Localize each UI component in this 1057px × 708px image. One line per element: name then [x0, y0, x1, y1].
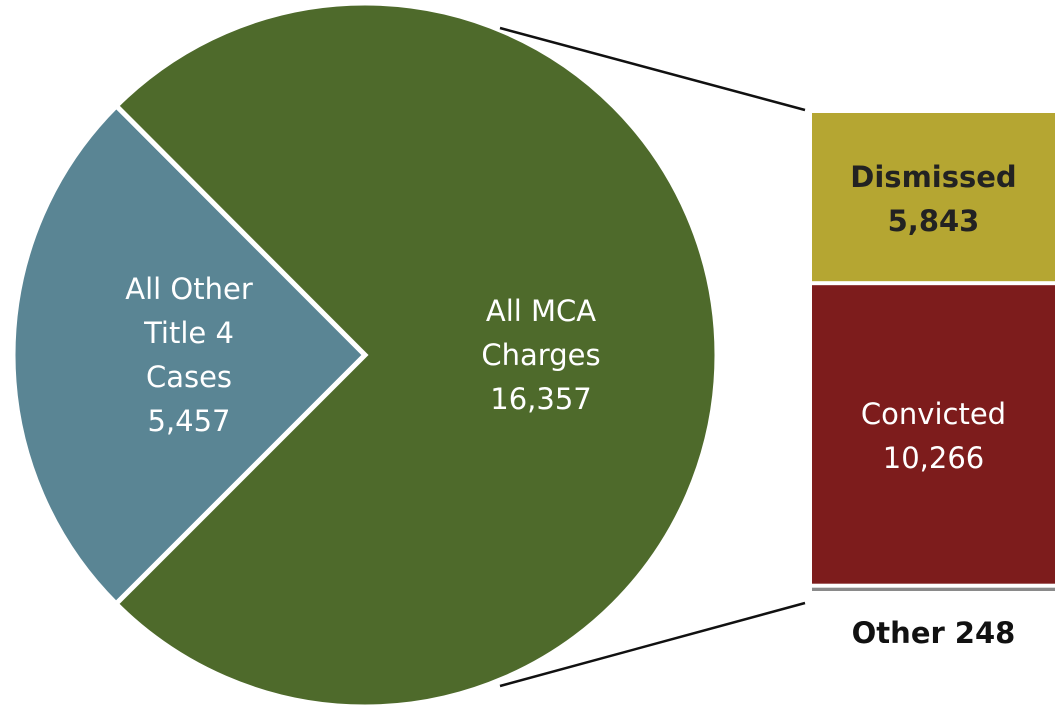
segment-name: Other — [851, 616, 945, 650]
segment-name: Convicted — [860, 397, 1007, 432]
pie-slice — [112, 0, 720, 708]
slice-value: 5,457 — [147, 403, 231, 438]
slice-name: All MCA Charges — [481, 294, 601, 373]
slice-label: All Other Title 4 Cases 5,457 — [99, 267, 279, 443]
bar-segment — [812, 113, 1055, 282]
segment-value: 248 — [954, 616, 1016, 650]
segment-value: 5,843 — [887, 204, 980, 239]
connector — [499, 26, 806, 112]
connector — [499, 601, 806, 688]
slice-name: All Other Title 4 Cases — [125, 271, 253, 394]
slice-label: All MCA Charges 16,357 — [451, 289, 631, 421]
segment-label: Convicted 10,266 — [812, 392, 1055, 480]
pie-slice — [10, 102, 369, 608]
segment-value: 10,266 — [882, 441, 985, 476]
bar-segment — [812, 587, 1055, 591]
bar-segment — [812, 285, 1055, 584]
segment-name: Dismissed — [850, 160, 1017, 195]
segment-label: Dismissed 5,843 — [812, 155, 1055, 243]
slice-value: 16,357 — [490, 382, 592, 417]
segment-label: Other 248 — [812, 611, 1055, 655]
